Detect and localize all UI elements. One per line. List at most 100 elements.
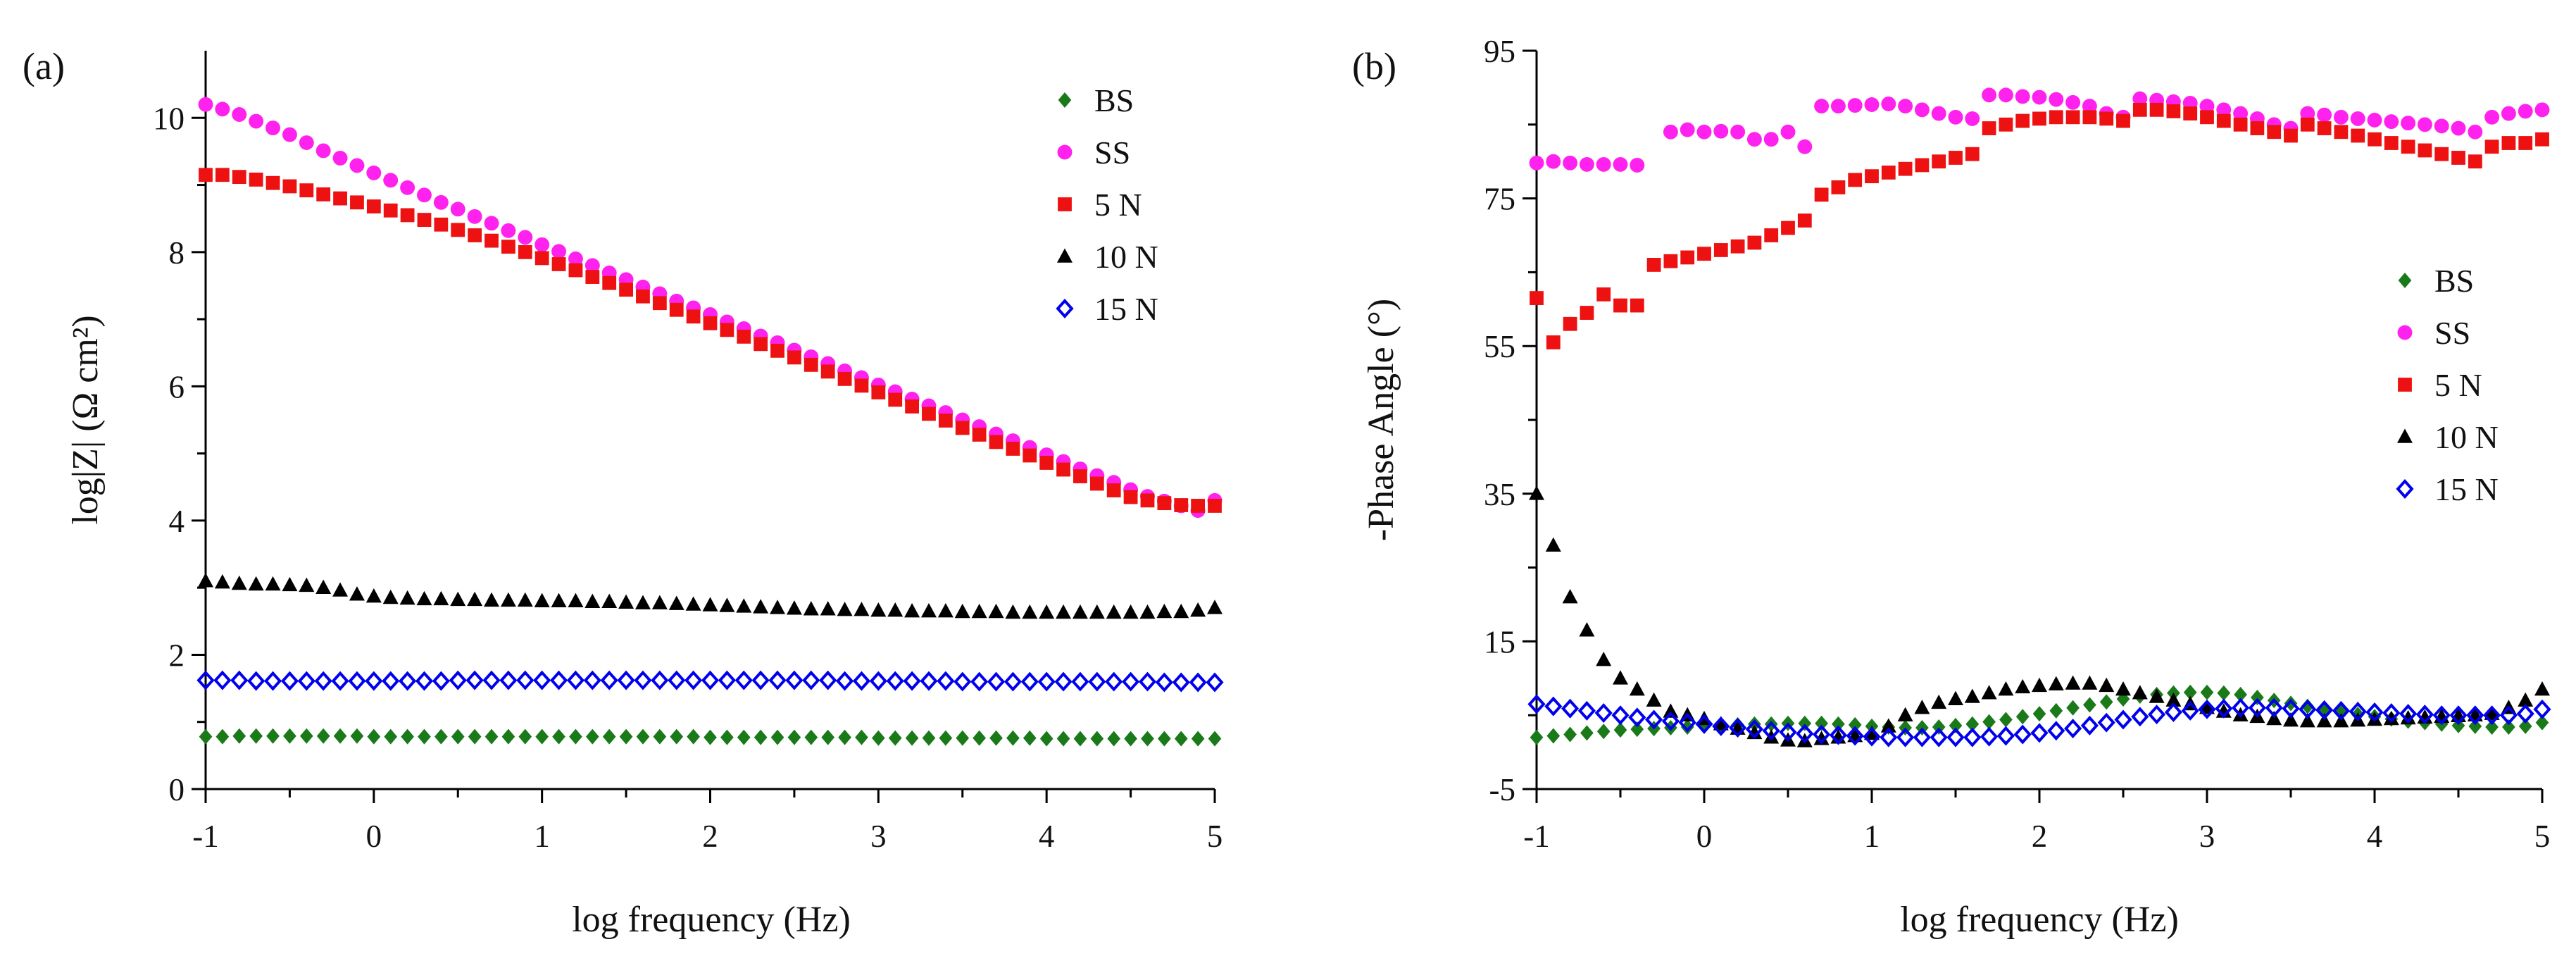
data-point [1629,681,1645,696]
data-point [2066,700,2080,716]
data-point [1596,724,1611,740]
data-point [2383,710,2399,726]
data-point [1003,671,1022,692]
data-point [2199,700,2215,714]
data-point [2299,699,2317,719]
data-point [869,671,887,691]
data-point [971,603,987,619]
data-point [1596,156,1611,172]
data-point [1208,731,1222,747]
data-point [213,670,232,690]
legend-marker [1058,92,1072,108]
data-point [2132,685,2148,700]
data-point [785,670,804,690]
data-point [231,575,247,590]
legend-item: 15 N [1056,291,1158,327]
data-point [1580,725,1594,741]
data-point [1174,498,1189,512]
data-point [1864,97,1880,112]
data-point [2468,124,2483,139]
data-point [2300,117,2315,132]
data-point [1999,712,2013,728]
data-point [888,730,902,746]
data-point [2015,89,2030,104]
data-point [1173,603,1189,619]
data-point [989,730,1003,746]
panel-a-y-axis-title: log|Z| (Ω cm²) [65,315,106,524]
data-point [1949,151,1963,165]
data-point [1613,670,1628,685]
data-point [2149,102,2164,117]
panel-b-y-tick-labels: -5 15 35 55 75 95 [1484,34,1515,807]
data-point [2535,714,2549,731]
data-point [282,576,298,592]
data-point [686,309,701,324]
data-point [1881,97,1896,111]
data-point [602,275,617,290]
data-point [1071,671,1089,692]
data-point [1613,298,1627,313]
data-point [247,671,265,691]
data-point [2451,151,2465,165]
data-point [1730,124,1746,139]
data-point [855,729,868,745]
data-point [888,392,903,407]
data-point [350,728,364,744]
data-point [2131,707,2149,727]
data-point [1678,712,1696,733]
data-point [584,258,600,273]
data-point [1915,158,1930,173]
data-point [820,364,835,379]
data-point [2518,136,2533,150]
data-point [1596,287,1611,302]
y-tick-label: -5 [1489,772,1516,807]
data-point [687,728,700,745]
data-point [1848,173,1863,187]
data-point [265,576,281,591]
data-point [2065,675,2081,690]
data-point [1056,604,1072,619]
data-point [2032,111,2046,126]
legend-label: BS [1094,82,1134,118]
data-point [1796,724,1814,744]
data-point [415,671,434,691]
data-point [904,602,920,618]
data-point [350,195,364,210]
data-point [1797,139,1813,154]
data-point [450,201,465,217]
data-point [602,728,616,745]
data-point [2283,712,2299,727]
panel-a-data-points [196,97,1224,747]
legend-marker [2397,428,2413,443]
data-point [1814,99,1830,114]
legend-label: 10 N [1094,239,1158,275]
data-point [770,600,786,614]
x-tick-label: 0 [366,819,382,854]
data-point [2300,106,2315,121]
data-point [433,194,449,210]
data-point [2284,695,2298,712]
data-point [1022,604,1038,619]
x-tick-label: 3 [870,819,887,854]
data-point [1630,721,1644,738]
x-tick-label: -1 [192,819,219,854]
data-point [433,590,449,606]
y-tick-label: 55 [1484,329,1515,364]
panel-a-x-tick-labels: -1 0 1 2 3 4 5 [192,819,1223,854]
legend-item: 15 N [2396,471,2499,507]
data-point [333,191,347,206]
data-point [1579,156,1594,172]
data-point [2451,717,2465,733]
data-point [418,728,431,745]
data-point [484,233,499,248]
data-point [468,228,482,242]
series-5-n [1530,102,2549,349]
x-tick-label: 3 [2199,819,2215,854]
data-point [838,729,851,745]
data-point [720,323,734,337]
data-point [1931,694,1947,709]
data-point [484,592,500,607]
data-point [1965,111,1980,126]
data-point [737,329,751,344]
data-point [518,244,532,259]
